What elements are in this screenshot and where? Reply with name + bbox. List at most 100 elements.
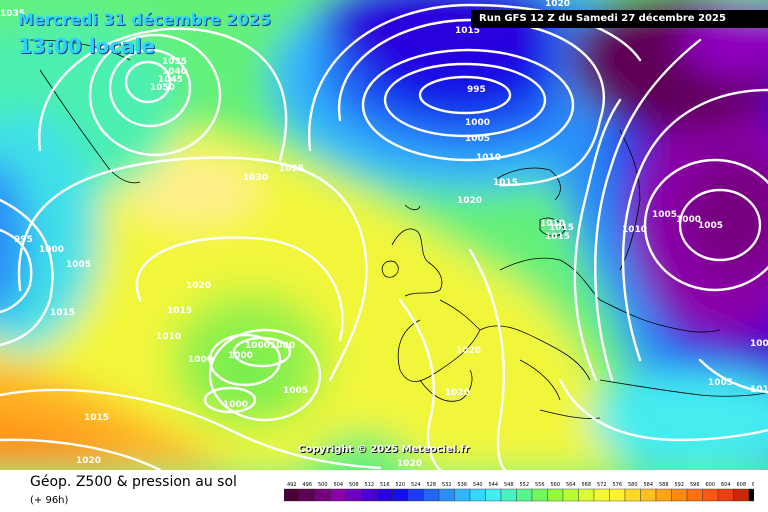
legend-value: 580 [628,482,638,488]
legend-value: 592 [674,482,684,488]
pressure-label: 1015 [549,223,574,233]
copyright: Copyright © 2025 Meteociel.fr [298,444,470,455]
legend-value: 532 [442,482,452,488]
pressure-label: 1020 [397,459,422,469]
legend-swatch [702,488,719,502]
legend-swatch [686,488,703,502]
pressure-label: 1020 [186,281,211,291]
legend-value: 524 [411,482,421,488]
legend-value: 608 [736,482,746,488]
legend-swatch [733,488,750,502]
pressure-label: 1020 [76,456,101,466]
pressure-label: 1045 [158,75,183,85]
legend-swatch [376,488,393,502]
legend-value: 500 [318,482,328,488]
pressure-label: 995 [14,235,33,245]
color-legend: 492 496 500 504 508 512 516 520 524 528 532 536 540 5… [284,482,754,502]
pressure-label: 1025 [279,164,304,174]
legend-value: 612 [752,482,754,488]
legend-swatch [500,488,517,502]
pressure-label: 1020 [456,346,481,356]
forecast-date: Mercredi 31 décembre 2025 [18,10,271,29]
legend-value: 540 [473,482,483,488]
pressure-label: 1015 [493,178,518,188]
pressure-label: 1005 [698,221,723,231]
legend-value: 520 [395,482,405,488]
legend-swatch [361,488,378,502]
legend-value: 496 [302,482,312,488]
legend-value: 588 [659,482,669,488]
legend-value: 544 [488,482,498,488]
legend-swatch [330,488,347,502]
weather-map: 1035 1020 1015 1035 1040 1045 1050 995 1… [0,0,768,470]
pressure-label: 1030 [243,173,268,183]
legend-swatch [469,488,486,502]
legend-value: 596 [690,482,700,488]
run-info: Run GFS 12 Z du Samedi 27 décembre 2025 [471,10,768,28]
legend-value: 600 [705,482,715,488]
legend-swatch [748,488,754,502]
pressure-label: 1005 [66,260,91,270]
legend-value: 584 [643,482,653,488]
legend-swatch [624,488,641,502]
pressure-label: 1020 [457,196,482,206]
legend-value: 504 [333,482,343,488]
legend-swatch [671,488,688,502]
legend-swatch [438,488,455,502]
legend-swatch [516,488,533,502]
legend-swatch [314,488,331,502]
pressure-label: 1005 [652,210,677,220]
legend-swatch [593,488,610,502]
pressure-label: 1035 [162,57,187,67]
legend-swatch [547,488,564,502]
coastlines [29,39,768,419]
legend-swatch [562,488,579,502]
pressure-label: 1010 [156,332,181,342]
legend-swatch [655,488,672,502]
pressure-label: 1020 [445,388,470,398]
pressure-label: 1010 [622,225,647,235]
pressure-label: 1010 [540,219,565,229]
legend-swatch [423,488,440,502]
legend-value: 508 [349,482,359,488]
legend-swatch [485,488,502,502]
legend-value: 548 [504,482,514,488]
pressure-label: 1000 [39,245,64,255]
pressure-label: 995 [467,85,486,95]
pressure-label: 1035 [0,9,25,19]
pressure-label: 101 [750,385,768,395]
legend-value: 492 [287,482,297,488]
pressure-label: 1015 [545,232,570,242]
map-title: Géop. Z500 & pression au sol [30,474,237,490]
pressure-label: 1050 [150,83,175,93]
pressure-label: 1015 [50,308,75,318]
legend-swatch [609,488,626,502]
pressure-label: 1015 [167,306,192,316]
legend-swatch [284,488,300,502]
pressure-label: 1000 [676,215,701,225]
legend-value: 564 [566,482,576,488]
pressure-label: 10001000 [245,341,295,351]
legend-value: 512 [364,482,374,488]
legend-swatch [454,488,471,502]
pressure-label: 1005 [708,378,733,388]
pressure-label: 1000 [223,400,248,410]
legend-swatch [640,488,657,502]
pressure-label: 1000 [228,351,253,361]
pressure-label: 1005 [465,134,490,144]
pressure-label: 1005 [283,386,308,396]
pressure-labels: 1035 1020 1015 1035 1040 1045 1050 995 1… [0,0,768,469]
pressure-label: 1015 [84,413,109,423]
footer: Géop. Z500 & pression au sol (+ 96h) 492… [0,470,768,512]
legend-swatch [345,488,362,502]
legend-swatch [392,488,409,502]
legend-value: 568 [581,482,591,488]
legend-swatch [407,488,424,502]
legend-value: 516 [380,482,390,488]
legend-swatch [578,488,595,502]
forecast-local-time: 13:00 locale [18,34,155,58]
legend-value: 528 [426,482,436,488]
legend-value: 536 [457,482,467,488]
pressure-label: 100 [750,339,768,349]
pressure-label: 1010 [476,153,501,163]
